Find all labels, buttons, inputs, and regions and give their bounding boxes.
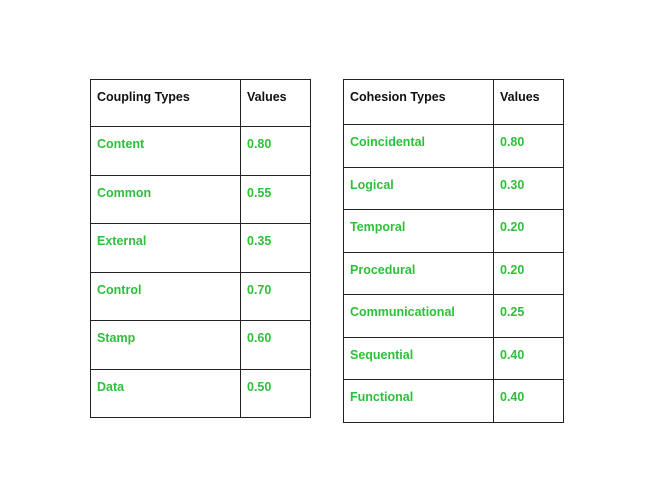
coupling-value-cell: 0.50	[240, 368, 311, 418]
coupling-type-cell: Common	[90, 174, 241, 224]
table-row: Communicational 0.25	[343, 294, 564, 338]
cohesion-types-header: Cohesion Types	[343, 79, 494, 125]
table-row: Common 0.55	[90, 174, 311, 224]
cohesion-values-header: Values	[493, 79, 564, 125]
table-row: Content 0.80	[90, 126, 311, 176]
table-row: Functional 0.40	[343, 379, 564, 423]
table-row: Stamp 0.60	[90, 320, 311, 370]
table-row: Control 0.70	[90, 271, 311, 321]
table-header-row: Coupling Types Values	[90, 79, 311, 127]
table-row: Temporal 0.20	[343, 209, 564, 253]
table-row: Coincidental 0.80	[343, 124, 564, 168]
cohesion-type-cell: Communicational	[343, 294, 494, 338]
table-row: Procedural 0.20	[343, 251, 564, 295]
cohesion-types-table: Cohesion Types Values Coincidental 0.80 …	[343, 79, 564, 423]
cohesion-type-cell: Coincidental	[343, 124, 494, 168]
coupling-type-cell: Content	[90, 126, 241, 176]
coupling-values-header: Values	[240, 79, 311, 127]
cohesion-value-cell: 0.25	[493, 294, 564, 338]
cohesion-value-cell: 0.80	[493, 124, 564, 168]
cohesion-value-cell: 0.30	[493, 166, 564, 210]
coupling-type-cell: Data	[90, 368, 241, 418]
coupling-value-cell: 0.35	[240, 223, 311, 273]
coupling-value-cell: 0.80	[240, 126, 311, 176]
coupling-value-cell: 0.70	[240, 271, 311, 321]
cohesion-value-cell: 0.40	[493, 336, 564, 380]
coupling-types-header: Coupling Types	[90, 79, 241, 127]
cohesion-type-cell: Temporal	[343, 209, 494, 253]
cohesion-type-cell: Functional	[343, 379, 494, 423]
coupling-type-cell: Control	[90, 271, 241, 321]
cohesion-value-cell: 0.20	[493, 251, 564, 295]
coupling-types-table: Coupling Types Values Content 0.80 Commo…	[90, 79, 311, 418]
coupling-type-cell: Stamp	[90, 320, 241, 370]
table-header-row: Cohesion Types Values	[343, 79, 564, 125]
cohesion-type-cell: Sequential	[343, 336, 494, 380]
table-row: Data 0.50	[90, 368, 311, 418]
coupling-type-cell: External	[90, 223, 241, 273]
table-row: Logical 0.30	[343, 166, 564, 210]
coupling-value-cell: 0.60	[240, 320, 311, 370]
cohesion-value-cell: 0.40	[493, 379, 564, 423]
cohesion-type-cell: Logical	[343, 166, 494, 210]
table-row: External 0.35	[90, 223, 311, 273]
cohesion-value-cell: 0.20	[493, 209, 564, 253]
cohesion-type-cell: Procedural	[343, 251, 494, 295]
coupling-value-cell: 0.55	[240, 174, 311, 224]
table-row: Sequential 0.40	[343, 336, 564, 380]
